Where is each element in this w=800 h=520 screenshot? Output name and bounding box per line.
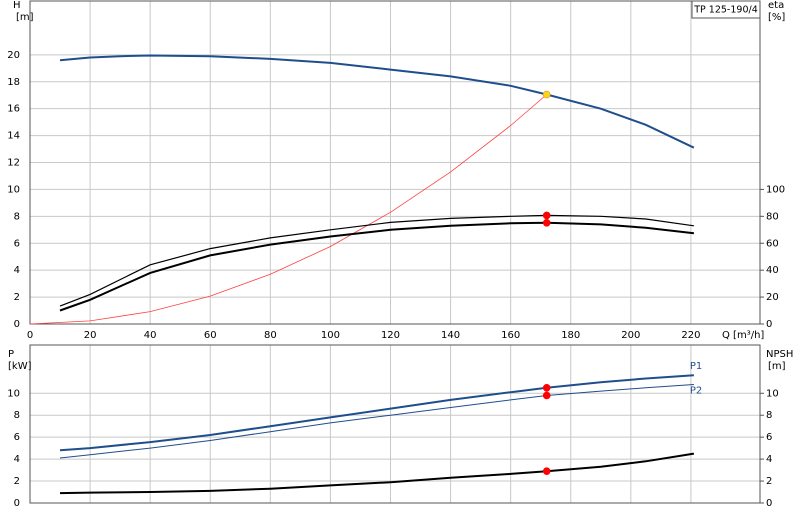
operating-point xyxy=(542,90,551,99)
x-tick-label: 20 xyxy=(84,330,97,341)
y-tick-label: 2 xyxy=(14,476,20,487)
x-tick-label: 60 xyxy=(204,330,217,341)
curve xyxy=(59,452,695,495)
y-tick-label: 6 xyxy=(14,432,20,443)
y-tick-label: 2 xyxy=(14,292,20,303)
curve xyxy=(59,384,694,459)
title-box xyxy=(691,0,761,19)
y2-tick-label: 10 xyxy=(766,388,779,399)
x-tick-label: 100 xyxy=(321,330,340,341)
x-tick-label: 200 xyxy=(621,330,640,341)
y-tick-label: 4 xyxy=(14,265,20,276)
x-tick-label: 160 xyxy=(501,330,520,341)
y2-tick-label: 100 xyxy=(766,184,785,195)
y-axis-label: H xyxy=(13,0,21,11)
y-tick-label: 0 xyxy=(14,319,20,330)
y-tick-label: 12 xyxy=(7,158,20,169)
y2-tick-label: 40 xyxy=(766,265,779,276)
x-tick-label: 0 xyxy=(27,330,33,341)
y-axis-unit: [kW] xyxy=(8,361,32,372)
y2-axis-unit: [m] xyxy=(768,361,786,372)
plot-frame xyxy=(29,0,761,325)
x-tick-label: 120 xyxy=(381,330,400,341)
plot-frame xyxy=(29,344,761,504)
x-tick-label: 80 xyxy=(264,330,277,341)
y-axis-unit: [m] xyxy=(16,12,34,23)
operating-point xyxy=(542,383,551,392)
y-tick-label: 14 xyxy=(7,131,20,142)
y2-tick-label: 0 xyxy=(766,319,772,330)
operating-point xyxy=(542,218,551,227)
y2-tick-label: 4 xyxy=(766,454,772,465)
operating-point xyxy=(542,467,551,475)
chart-title: TP 125-190/4 xyxy=(693,5,758,16)
series-label: P1 xyxy=(690,361,702,372)
series-label: P2 xyxy=(690,386,702,397)
x-tick-label: 220 xyxy=(681,330,700,341)
y2-tick-label: 80 xyxy=(766,211,779,222)
y-axis-label: P xyxy=(8,349,14,360)
y-tick-label: 4 xyxy=(14,454,20,465)
y2-axis-label: NPSH xyxy=(766,349,793,360)
y-tick-label: 6 xyxy=(14,238,20,249)
curve xyxy=(59,374,694,452)
operating-point xyxy=(542,391,551,400)
curve xyxy=(59,54,695,149)
y2-tick-label: 20 xyxy=(766,292,779,303)
y-tick-label: 16 xyxy=(7,104,20,115)
y-tick-label: 0 xyxy=(14,498,20,509)
y2-tick-label: 60 xyxy=(766,238,779,249)
y-tick-label: 10 xyxy=(7,388,20,399)
y2-tick-label: 2 xyxy=(766,476,772,487)
x-tick-label: 140 xyxy=(441,330,460,341)
y2-axis-unit: [%] xyxy=(768,12,785,23)
curve xyxy=(59,214,694,307)
y-tick-label: 20 xyxy=(7,50,20,61)
x-tick-label: 180 xyxy=(561,330,580,341)
x-axis-label: Q [m³/h] xyxy=(722,330,764,341)
y-tick-label: 18 xyxy=(7,77,20,88)
y2-axis-label: eta xyxy=(768,0,784,11)
curve xyxy=(59,221,695,312)
y2-tick-label: 0 xyxy=(766,498,772,509)
y-tick-label: 8 xyxy=(14,211,20,222)
y-tick-label: 10 xyxy=(7,184,20,195)
operating-point xyxy=(542,211,551,220)
x-tick-label: 40 xyxy=(144,330,157,341)
curve xyxy=(29,94,547,325)
y-tick-label: 8 xyxy=(14,410,20,421)
y2-tick-label: 8 xyxy=(766,410,772,421)
y2-tick-label: 6 xyxy=(766,432,772,443)
